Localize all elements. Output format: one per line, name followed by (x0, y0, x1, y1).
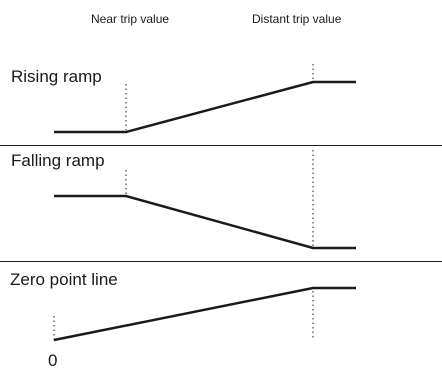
distant-trip-value-header: Distant trip value (252, 12, 342, 26)
zero-point-line-label: Zero point line (10, 270, 118, 289)
near-trip-value-header: Near trip value (91, 12, 169, 26)
rising-ramp-label: Rising ramp (11, 67, 102, 86)
falling-ramp-line (54, 194, 356, 250)
zero-label: 0 (48, 351, 57, 369)
zero-point-ramp-line (53, 286, 356, 342)
rising-ramp-line (54, 80, 356, 134)
falling-ramp-label: Falling ramp (11, 151, 105, 170)
